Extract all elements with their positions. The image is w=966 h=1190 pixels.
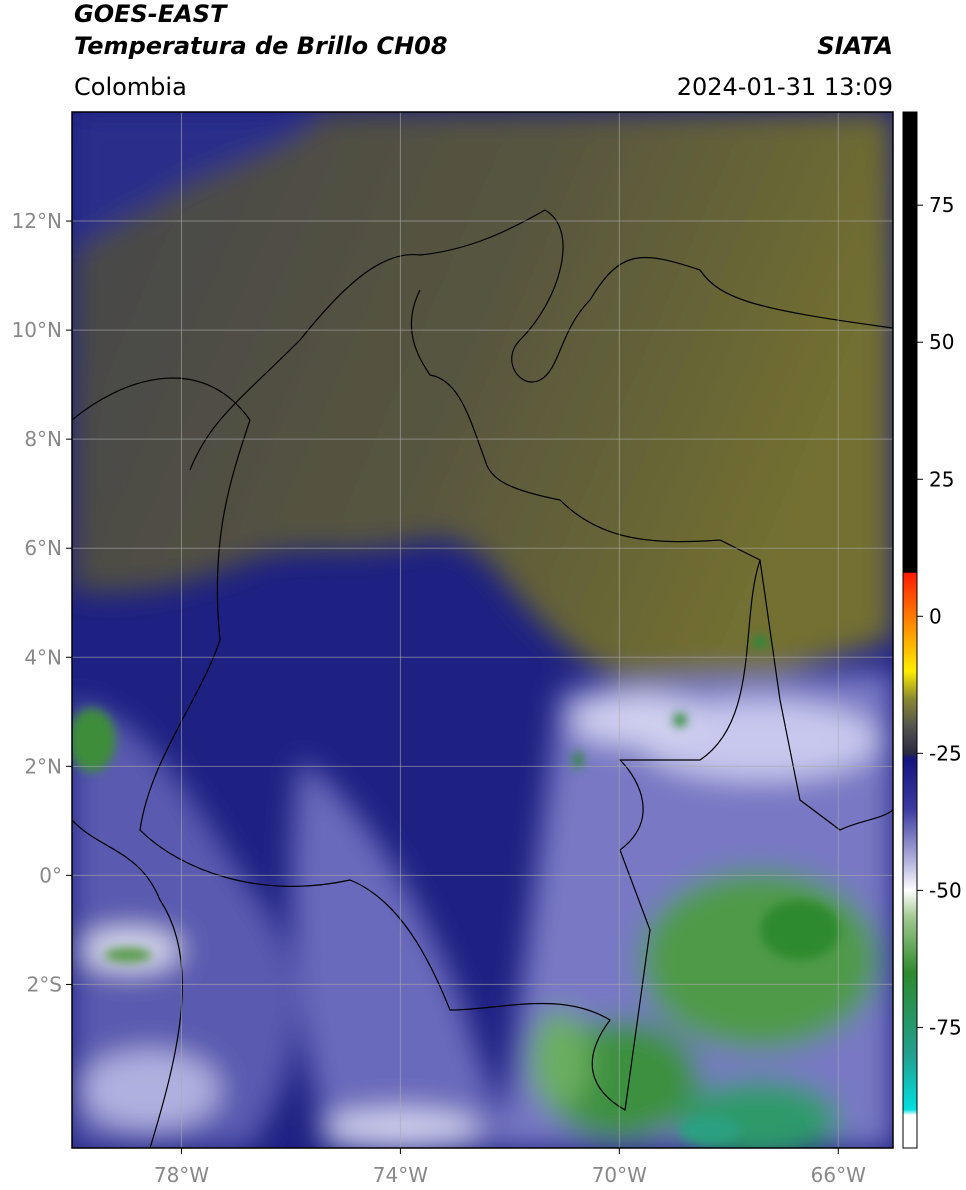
title: GOES-EAST [74,0,228,28]
colorbar-bar [902,111,918,1149]
y-tick-label: 0° [39,863,62,887]
colorbar-tick-label: -50 [929,878,962,902]
subtitle: Temperatura de Brillo CH08 [74,32,448,60]
y-tick-label: 10°N [12,318,62,342]
x-tick-label: 70°W [592,1163,647,1187]
x-tick-label: 78°W [154,1163,209,1187]
graticule [72,112,893,1148]
region: Colombia [74,73,187,101]
y-tick-label: 2°N [24,754,62,778]
y-tick-label: 6°N [24,536,62,560]
cold-tops [72,635,840,1144]
y-tick-label: 12°N [12,209,62,233]
colorbar-tick-label: 75 [929,193,954,217]
colorbar-tick-label: -25 [929,741,962,765]
y-tick-label: 8°N [24,427,62,451]
colorbar-tick-label: -75 [929,1015,962,1039]
borders [72,209,893,1148]
y-tick-label: 2°S [27,972,62,996]
imagery [72,112,893,1148]
x-tick-label: 66°W [811,1163,866,1187]
map-frame [71,111,894,1149]
colorbar: 75 50 25 0 -25 -50 -75 [902,111,962,1149]
colorbar-tick-label: 25 [929,467,954,491]
y-tick-label: 4°N [24,645,62,669]
source: SIATA [817,32,893,60]
x-tick-label: 74°W [373,1163,428,1187]
colorbar-tick-label: 0 [929,604,942,628]
datetime: 2024-01-31 13:09 [677,73,893,101]
colorbar-tick-label: 50 [929,330,954,354]
